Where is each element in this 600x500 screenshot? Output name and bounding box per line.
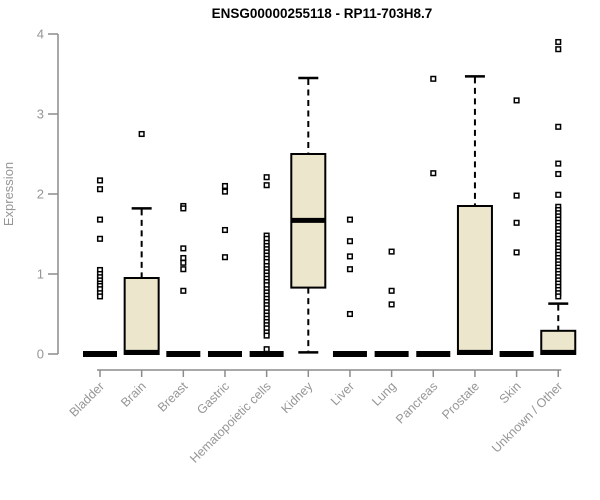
outlier-point [388,248,395,255]
x-category-label: Kidney [278,379,315,416]
outlier-point [96,186,104,193]
outlier-point [180,259,187,266]
outlier-point [555,170,562,178]
outlier-point [221,188,229,195]
outlier-point [513,249,520,256]
outlier-point [263,182,270,189]
collapsed-box-2 [166,351,201,357]
collapsed-box-4 [249,351,284,357]
outlier-point [96,216,104,223]
outlier-point [346,238,354,245]
collapsed-box-3 [207,351,242,357]
y-tick-label: 4 [37,27,44,42]
outlier-point [346,253,354,260]
outlier-point [263,346,270,353]
y-tick-label: 0 [37,347,44,362]
outlier-point [221,254,229,261]
outlier-point [221,182,229,190]
outlier-point [346,266,354,273]
outlier-point [430,170,437,177]
x-category-label: Hematopoietic cells [187,379,274,466]
x-category-label: Bladder [67,379,107,419]
collapsed-box-8 [416,351,451,357]
collapsed-box-0 [83,351,117,357]
x-category-label: Breast [155,379,191,415]
x-category-label: Unknown / Other [489,379,565,455]
outlier-point [555,46,562,53]
outlier-point [388,301,395,308]
outlier-point [96,235,104,242]
outlier-point [555,123,562,130]
x-category-label: Skin [497,379,524,406]
outlier-point [263,332,270,339]
x-category-label: Prostate [439,379,482,422]
box-1 [123,277,160,355]
y-tick-label: 1 [37,267,44,282]
x-category-label: Pancreas [393,379,440,426]
outlier-point [555,191,562,198]
outlier-point [96,177,104,184]
box-9 [456,205,493,355]
outlier-point [346,216,354,223]
outlier-point [513,192,520,199]
outlier-point [388,287,395,294]
outlier-point [513,97,520,104]
collapsed-box-10 [499,351,534,357]
collapsed-box-6 [332,351,367,357]
x-category-label: Lung [369,379,399,409]
x-category-label: Brain [118,379,149,410]
x-category-label: Gastric [194,379,232,417]
outlier-point [555,160,562,167]
outlier-point [555,293,562,300]
y-axis-label: Expression [1,162,16,226]
plot-area: 0 1 2 3 4 Bladder Brain Breast GastricHematopoie… [37,27,577,466]
outlier-point [180,205,187,212]
outlier-point [180,287,187,294]
chart-title: ENSG00000255118 - RP11-703H8.7 [212,6,433,21]
outlier-point [138,130,145,138]
outlier-point [346,310,354,318]
y-tick-label: 2 [37,187,44,202]
outlier-point [263,174,270,181]
outlier-point [180,266,187,273]
outlier-point [180,254,187,262]
outlier-point [430,75,437,82]
collapsed-box-7 [374,351,409,357]
outlier-point [221,226,229,234]
outlier-point [180,245,187,252]
outlier-point [96,293,104,300]
y-tick-label: 3 [37,107,44,122]
outlier-point [513,219,520,226]
outlier-point [555,38,562,46]
x-category-label: Liver [328,379,357,408]
